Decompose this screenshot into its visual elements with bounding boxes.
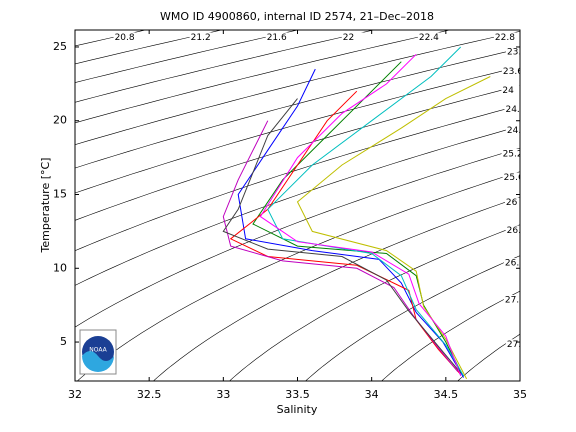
- contour-label-bg: [502, 172, 520, 183]
- profile-line: [267, 46, 465, 377]
- isopycnal: [152, 196, 520, 381]
- isopycnal: [75, 48, 520, 169]
- x-tick-label: 34: [365, 388, 379, 401]
- contour-label: 24.8: [507, 126, 527, 136]
- isopycnal: [75, 147, 520, 328]
- contour-label: 26.4: [507, 226, 527, 236]
- contour-label: 25.2: [503, 149, 523, 159]
- contour-label: 22.4: [419, 33, 439, 43]
- x-axis-label: Salinity: [277, 403, 318, 416]
- isopycnal: [75, 30, 520, 145]
- contour-label-bg: [505, 339, 520, 350]
- x-tick-label: 35: [513, 388, 527, 401]
- contour-label-bg: [503, 295, 520, 305]
- contour-label: 23.2: [507, 48, 527, 58]
- contour-label-bg: [505, 225, 520, 236]
- logo-wave: [82, 351, 114, 372]
- contour-label-bg: [503, 258, 520, 269]
- contour-label: 21.2: [191, 33, 211, 43]
- profile-group: [222, 46, 491, 380]
- isopycnal: [75, 85, 520, 221]
- isopycnal: [305, 255, 520, 381]
- isopycnal: [229, 224, 520, 381]
- plot-area: [75, 30, 520, 381]
- isopycnal: [75, 104, 520, 252]
- isopycnal: [381, 290, 520, 381]
- isopycnal: [75, 30, 452, 124]
- y-axis-label: Temperature [°C]: [39, 158, 52, 254]
- contour-label: 21.6: [267, 33, 287, 43]
- contour-label-bg: [505, 47, 520, 58]
- x-tick-label: 34.5: [434, 388, 459, 401]
- x-tick-label: 32: [68, 388, 82, 401]
- contour-label-bg: [504, 197, 520, 208]
- contour-label: 24.4: [505, 105, 525, 115]
- contour-label-bg: [417, 32, 440, 43]
- y-tick-label: 5: [60, 335, 67, 348]
- y-tick-label: 20: [53, 114, 67, 127]
- profile-line: [222, 98, 462, 374]
- contour-label: 26: [506, 198, 518, 208]
- chart-title: WMO ID 4900860, internal ID 2574, 21–Dec…: [160, 10, 434, 23]
- contour-label-bg: [493, 32, 516, 43]
- profile-line: [237, 68, 465, 378]
- x-tick-label: 33.5: [285, 388, 310, 401]
- contour-label: 24: [502, 86, 514, 96]
- contour-label-bg: [113, 32, 136, 43]
- contour-label: 23.6: [503, 67, 523, 77]
- contour-label-bg: [265, 32, 288, 43]
- isopycnal: [76, 171, 520, 381]
- contour-label-bg: [501, 85, 520, 96]
- contour-label: 27.2: [505, 296, 525, 306]
- x-tick-label: 32.5: [137, 388, 162, 401]
- contour-label: 25.6: [504, 173, 524, 183]
- contour-label-bg: [504, 104, 520, 115]
- contour-label: 26.8: [505, 259, 525, 269]
- contour-label: 20.8: [115, 33, 135, 43]
- x-tick-label: 33: [216, 388, 230, 401]
- contour-label: 22.8: [495, 33, 515, 43]
- isopycnal: [518, 16, 576, 396]
- logo-text: NOAA: [89, 347, 107, 354]
- contour-label-bg: [501, 66, 520, 77]
- isopycnal: [75, 66, 520, 194]
- isopycnal: [75, 30, 299, 83]
- y-tick-label: 25: [53, 40, 67, 53]
- contour-label: 22: [343, 33, 354, 43]
- y-tick-label: 15: [53, 188, 67, 201]
- isopycnal: [75, 30, 375, 103]
- contour-label-bg: [189, 32, 212, 43]
- contour-label: 27.6: [507, 340, 527, 350]
- contour-label-bg: [341, 32, 364, 43]
- noaa-logo: NOAA: [79, 329, 117, 375]
- contour-label-bg: [505, 125, 520, 136]
- contour-label-bg: [501, 148, 520, 159]
- y-tick-label: 10: [53, 261, 67, 274]
- profile-line: [259, 53, 462, 377]
